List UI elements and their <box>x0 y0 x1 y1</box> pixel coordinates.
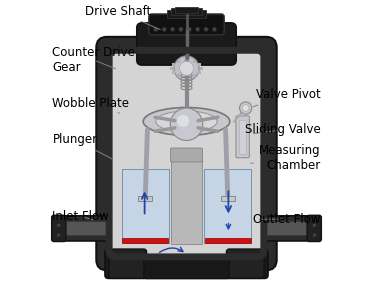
Bar <box>193 74 195 77</box>
Bar <box>200 67 203 70</box>
Circle shape <box>170 108 203 140</box>
Circle shape <box>154 27 158 32</box>
Bar <box>171 8 202 15</box>
Bar <box>178 74 180 77</box>
Ellipse shape <box>156 111 217 132</box>
FancyBboxPatch shape <box>53 216 113 241</box>
Text: Sliding Valve: Sliding Valve <box>245 123 320 136</box>
FancyBboxPatch shape <box>226 249 264 278</box>
FancyBboxPatch shape <box>236 116 249 158</box>
Bar <box>239 120 246 154</box>
Bar <box>178 60 180 63</box>
Ellipse shape <box>143 107 230 135</box>
Text: Outlet Flow: Outlet Flow <box>253 213 320 226</box>
FancyBboxPatch shape <box>51 215 66 241</box>
Bar <box>263 221 311 235</box>
FancyBboxPatch shape <box>105 249 268 278</box>
FancyBboxPatch shape <box>307 215 322 241</box>
Circle shape <box>57 233 60 237</box>
Bar <box>205 239 251 243</box>
Bar <box>185 59 188 61</box>
Circle shape <box>170 27 175 32</box>
Bar <box>198 63 201 66</box>
Bar <box>175 7 198 13</box>
FancyBboxPatch shape <box>260 216 320 241</box>
Circle shape <box>162 27 166 32</box>
FancyBboxPatch shape <box>109 249 147 278</box>
Circle shape <box>57 223 60 227</box>
Circle shape <box>174 56 199 81</box>
FancyBboxPatch shape <box>144 256 229 279</box>
Circle shape <box>313 223 316 227</box>
Bar <box>172 63 175 66</box>
FancyBboxPatch shape <box>149 14 224 35</box>
FancyBboxPatch shape <box>137 23 236 65</box>
Bar <box>122 239 168 243</box>
Circle shape <box>179 27 183 32</box>
Circle shape <box>177 115 189 127</box>
Circle shape <box>204 27 208 32</box>
Circle shape <box>195 27 200 32</box>
FancyBboxPatch shape <box>96 37 277 270</box>
Bar <box>62 221 110 235</box>
Bar <box>171 158 202 244</box>
Bar <box>172 71 175 74</box>
Bar <box>221 196 235 201</box>
Text: Measuring
Chamber: Measuring Chamber <box>251 144 320 172</box>
Bar <box>170 67 173 70</box>
Circle shape <box>239 102 252 114</box>
Text: Wobble Plate: Wobble Plate <box>53 97 129 113</box>
Text: Counter Drive
Gear: Counter Drive Gear <box>53 46 135 74</box>
Circle shape <box>242 105 249 111</box>
Bar <box>204 169 251 243</box>
Circle shape <box>212 27 217 32</box>
Circle shape <box>313 233 316 237</box>
Bar <box>167 10 206 18</box>
Text: Valve Pivot: Valve Pivot <box>253 89 320 107</box>
Bar <box>138 196 152 201</box>
Text: Inlet Flow: Inlet Flow <box>53 210 109 223</box>
Bar <box>198 71 201 74</box>
Circle shape <box>179 61 194 75</box>
FancyBboxPatch shape <box>109 50 264 257</box>
Bar <box>193 60 195 63</box>
Bar <box>185 75 188 78</box>
Text: Drive Shaft: Drive Shaft <box>85 5 160 30</box>
Text: Plunger: Plunger <box>53 133 113 159</box>
FancyBboxPatch shape <box>170 148 203 162</box>
Circle shape <box>187 27 191 32</box>
Bar <box>122 169 169 243</box>
